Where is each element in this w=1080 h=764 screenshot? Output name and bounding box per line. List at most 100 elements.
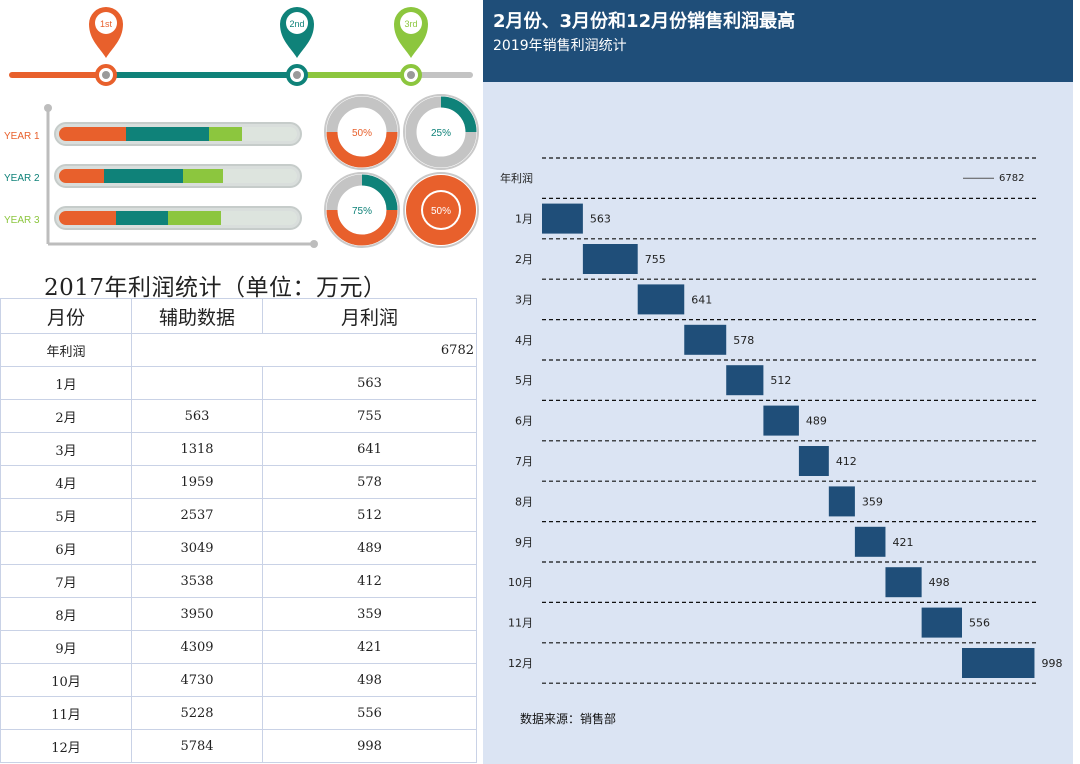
cell-profit: 556 <box>262 696 477 730</box>
chart-header: 2月份、3月份和12月份销售利润最高 2019年销售利润统计 <box>483 0 1073 82</box>
pin-inner <box>400 12 422 34</box>
donut-hole <box>417 108 465 156</box>
cell-aux: 1959 <box>131 465 263 499</box>
timeline-node-dot <box>102 71 110 79</box>
cell-month: 6月 <box>0 531 132 565</box>
donut-label: 50% <box>352 128 372 139</box>
cell-month: 8月 <box>0 597 132 631</box>
waterfall-bar <box>637 284 685 315</box>
cell-aux: 4309 <box>131 630 263 664</box>
progress-segment <box>182 169 224 183</box>
category-label: 9月 <box>515 536 533 549</box>
cell-month: 11月 <box>0 696 132 730</box>
pin-label: 3rd <box>404 19 417 29</box>
waterfall-bar <box>962 648 1035 678</box>
table-row: 3月 1318 641 <box>0 432 477 466</box>
waterfall-bar <box>726 365 764 396</box>
data-label: 412 <box>836 455 857 468</box>
cell-profit: 641 <box>262 432 477 466</box>
data-label: 755 <box>645 253 666 266</box>
donut-hole <box>338 186 386 234</box>
donut-chart: 50% <box>324 94 400 170</box>
cell-aux: 2537 <box>131 498 263 532</box>
donut-label: 25% <box>431 128 451 139</box>
waterfall-bar <box>542 203 583 234</box>
data-label: 556 <box>969 617 990 630</box>
waterfall-bar <box>684 324 727 355</box>
cell-month: 2月 <box>0 399 132 433</box>
category-label: 10月 <box>508 576 533 589</box>
table-title: 2017年利润统计（单位：万元） <box>44 275 387 301</box>
category-label: 1月 <box>515 213 533 226</box>
cell-month: 10月 <box>0 663 132 697</box>
category-label: 4月 <box>515 334 533 347</box>
data-label: 512 <box>770 374 791 387</box>
table-row: 4月 1959 578 <box>0 465 477 499</box>
header-profit: 月利润 <box>262 298 477 334</box>
cell-profit: 489 <box>262 531 477 565</box>
cell-aux: 1318 <box>131 432 263 466</box>
data-label: 998 <box>1041 657 1062 670</box>
cell-aux: 3950 <box>131 597 263 631</box>
category-label: 3月 <box>515 293 533 306</box>
cell-month: 1月 <box>0 366 132 400</box>
header-aux: 辅助数据 <box>131 298 263 334</box>
table-total-row: 年利润 6782 <box>0 333 477 367</box>
table-row: 9月 4309 421 <box>0 630 477 664</box>
milestone-pin: 2nd <box>280 7 314 58</box>
waterfall-bar <box>798 446 829 476</box>
timeline-node-dot <box>293 71 301 79</box>
cell-month: 3月 <box>0 432 132 466</box>
pin-inner <box>95 12 117 34</box>
milestone-pin: 3rd <box>394 7 428 58</box>
table-row: 8月 3950 359 <box>0 597 477 631</box>
year-bars-axis <box>44 104 318 248</box>
table-header-row: 月份 辅助数据 月利润 <box>0 298 477 334</box>
total-label: 年利润 <box>0 333 132 367</box>
donut-chart: 50% <box>403 172 479 248</box>
cell-aux: 5784 <box>131 729 263 763</box>
table-row: 5月 2537 512 <box>0 498 477 532</box>
donut-arc-accent <box>361 174 398 211</box>
progress-segment <box>168 211 221 225</box>
profit-table: 月份 辅助数据 月利润 年利润 6782 1月 563 2月 563 755 3月 1318… <box>0 298 477 763</box>
cell-month: 9月 <box>0 630 132 664</box>
cell-aux: 3538 <box>131 564 263 598</box>
pin-label: 1st <box>100 19 113 29</box>
year-label: YEAR 1 <box>4 131 40 142</box>
cell-aux <box>131 366 263 400</box>
chart-title: 2月份、3月份和12月份销售利润最高 <box>493 11 796 32</box>
cell-profit: 578 <box>262 465 477 499</box>
cell-month: 7月 <box>0 564 132 598</box>
waterfall-bar <box>828 486 855 517</box>
cell-profit: 512 <box>262 498 477 532</box>
cell-profit: 421 <box>262 630 477 664</box>
table-row: 12月 5784 998 <box>0 729 477 763</box>
waterfall-bar <box>582 244 638 274</box>
chart-panel: 2月份、3月份和12月份销售利润最高 2019年销售利润统计 年利润 6782 1月… <box>483 0 1073 764</box>
waterfall-bar <box>763 405 799 436</box>
donut-arc <box>326 209 398 246</box>
cell-aux: 4730 <box>131 663 263 697</box>
data-label: 498 <box>929 576 950 589</box>
cell-aux: 3049 <box>131 531 263 565</box>
donut-hole <box>338 108 386 156</box>
cell-aux: 563 <box>131 399 263 433</box>
category-label: 年利润 <box>500 171 533 185</box>
timeline-node-dot <box>407 71 415 79</box>
waterfall-bar <box>885 567 922 598</box>
category-label: 5月 <box>515 374 533 387</box>
donut-charts: 50% 25% 75% 50% <box>324 94 479 248</box>
progress-segment <box>59 211 117 225</box>
pin-label: 2nd <box>289 19 304 29</box>
donut-center <box>423 192 459 228</box>
cell-profit: 498 <box>262 663 477 697</box>
table-row: 1月 563 <box>0 366 477 400</box>
progress-segment <box>208 127 243 141</box>
year-progress-bar <box>54 122 302 146</box>
waterfall-bar <box>854 526 886 557</box>
chart-subtitle: 2019年销售利润统计 <box>493 38 627 54</box>
cell-profit: 755 <box>262 399 477 433</box>
progress-segment <box>59 169 105 183</box>
category-label: 8月 <box>515 495 533 508</box>
